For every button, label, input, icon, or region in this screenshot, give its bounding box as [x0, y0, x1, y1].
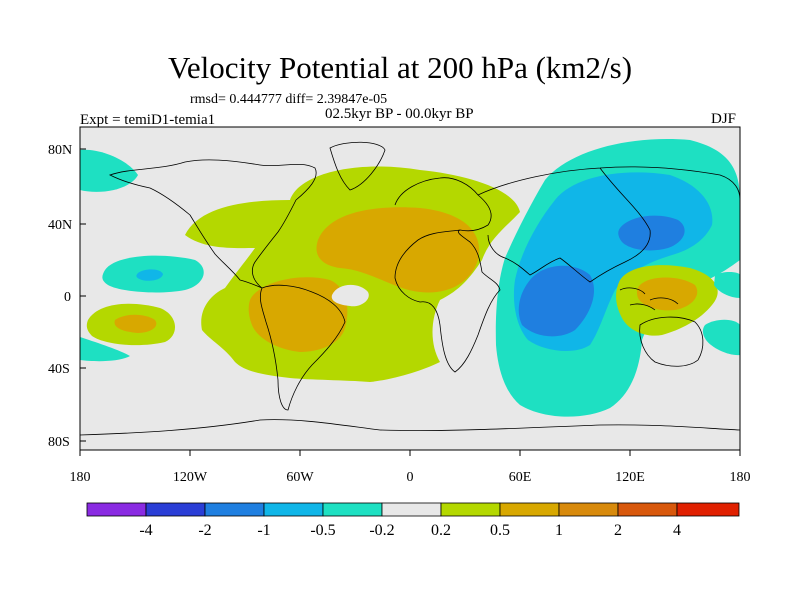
lat-label-40s: 40S	[48, 362, 70, 377]
experiment-label: Expt = temiD1-temia1	[80, 112, 216, 128]
colorbar-box-10	[676, 502, 740, 517]
coast-australia	[639, 316, 704, 367]
period-label: 02.5kyr BP - 00.0kyr BP	[325, 106, 474, 122]
colorbar-box-6	[440, 502, 501, 517]
lon-label-60e: 60E	[509, 470, 532, 485]
lat-label-80n: 80N	[48, 143, 72, 158]
colorbar-box-4	[322, 502, 383, 517]
contour-neg3-indian	[518, 265, 595, 337]
contour-neg-arctic	[80, 149, 138, 192]
contour-neg3-japan	[618, 215, 685, 251]
lon-label-120w: 120W	[173, 470, 208, 485]
lat-label-40n: 40N	[48, 218, 72, 233]
lon-label-180e: 180	[730, 470, 751, 485]
contour-neg-east-edge2	[714, 271, 740, 298]
contour-neg-east-edge	[702, 319, 740, 356]
map-title: Velocity Potential at 200 hPa (km2/s)	[167, 50, 633, 85]
contour-pos2-sw-pacific	[114, 314, 157, 333]
colorbar-label-0: -4	[139, 522, 152, 539]
colorbar-label-8: 2	[614, 522, 622, 539]
colorbar-box-2	[204, 502, 265, 517]
lon-label-60w: 60W	[286, 470, 314, 485]
colorbar-label-5: 0.2	[431, 522, 451, 539]
colorbar-label-4: -0.2	[369, 522, 394, 539]
colorbar-box-7	[499, 502, 560, 517]
colorbar-label-3: -0.5	[310, 522, 335, 539]
season-label: DJF	[711, 111, 737, 127]
colorbar-box-9	[617, 502, 678, 517]
contour-neg2-ne-pacific	[136, 269, 163, 281]
colorbar-box-0	[86, 502, 147, 517]
contour-pos2-samerica	[248, 277, 348, 352]
lat-axis: 80N 40N 0 40S 80S	[48, 143, 86, 450]
coast-north-america	[108, 159, 317, 289]
colorbar-label-6: 0.5	[490, 522, 510, 539]
contour-pos2-africa	[316, 207, 480, 293]
coast-antarctica	[80, 419, 740, 436]
contour-field	[80, 139, 740, 417]
stats-text: rmsd= 0.444777 diff= 2.39847e-05	[190, 92, 388, 107]
colorbar-label-1: -2	[198, 522, 211, 539]
contour-neg-s-pacific	[80, 337, 130, 362]
coast-south-america	[259, 284, 346, 411]
colorbar-label-9: 4	[673, 522, 681, 539]
lon-label-0: 0	[407, 470, 414, 485]
contour-neutral-hole	[331, 284, 369, 307]
coast-islands	[619, 287, 679, 311]
lat-label-eq: 0	[64, 290, 71, 305]
coast-greenland	[329, 141, 386, 191]
colorbar: -4 -2 -1 -0.5 -0.2 0.2 0.5 1 2 4	[86, 502, 740, 539]
coastlines	[80, 141, 740, 436]
colorbar-box-8	[558, 502, 619, 517]
contour-pos2-maritime	[636, 277, 698, 311]
coast-asia	[477, 166, 740, 283]
lon-label-180w: 180	[70, 470, 91, 485]
coast-europe-africa	[394, 177, 501, 373]
colorbar-label-2: -1	[257, 522, 270, 539]
lat-label-80s: 80S	[48, 435, 70, 450]
colorbar-label-7: 1	[555, 522, 563, 539]
colorbar-box-5	[381, 502, 442, 517]
colorbar-box-3	[263, 502, 324, 517]
lon-axis: 180 120W 60W 0 60E 120E 180	[70, 450, 751, 485]
lon-label-120e: 120E	[615, 470, 645, 485]
colorbar-box-1	[145, 502, 206, 517]
